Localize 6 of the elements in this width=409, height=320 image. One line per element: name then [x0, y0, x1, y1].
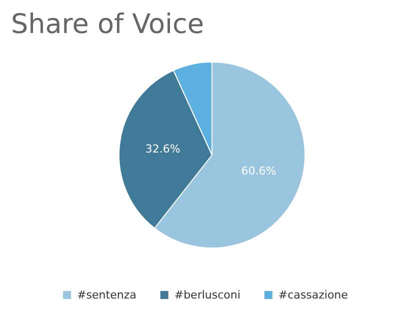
chart-title: Share of Voice — [11, 9, 204, 40]
legend-label: #cassazione — [278, 288, 348, 302]
legend-label: #berlusconi — [174, 288, 240, 302]
legend-label: #sentenza — [77, 288, 136, 302]
data-label: 32.6% — [145, 142, 180, 156]
data-label: 60.6% — [241, 164, 276, 178]
